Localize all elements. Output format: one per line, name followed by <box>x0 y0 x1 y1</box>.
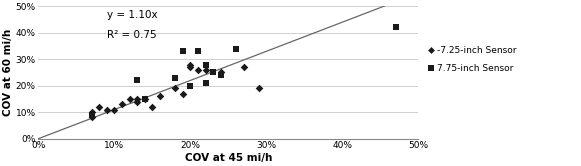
-7.25-inch Sensor <box>193 69 203 71</box>
7.75-inch Sensor <box>132 79 142 82</box>
-7.25-inch Sensor <box>186 66 195 69</box>
7.75-inch Sensor <box>140 98 149 100</box>
Text: R² = 0.75: R² = 0.75 <box>107 30 156 40</box>
-7.25-inch Sensor <box>117 103 127 106</box>
-7.25-inch Sensor <box>102 108 112 111</box>
-7.25-inch Sensor <box>125 98 134 100</box>
7.75-inch Sensor <box>201 82 210 84</box>
7.75-inch Sensor <box>231 47 241 50</box>
-7.25-inch Sensor <box>132 98 142 100</box>
X-axis label: COV at 45 mi/h: COV at 45 mi/h <box>185 153 272 163</box>
-7.25-inch Sensor <box>171 87 180 90</box>
7.75-inch Sensor <box>391 26 400 29</box>
Y-axis label: COV at 60 mi/h: COV at 60 mi/h <box>3 29 13 116</box>
Legend: -7.25-inch Sensor, 7.75-inch Sensor: -7.25-inch Sensor, 7.75-inch Sensor <box>426 45 518 74</box>
-7.25-inch Sensor <box>155 95 164 98</box>
-7.25-inch Sensor <box>178 92 188 95</box>
-7.25-inch Sensor <box>95 106 104 108</box>
-7.25-inch Sensor <box>186 63 195 66</box>
-7.25-inch Sensor <box>87 116 96 119</box>
-7.25-inch Sensor <box>87 111 96 114</box>
-7.25-inch Sensor <box>216 71 225 74</box>
Text: y = 1.10x: y = 1.10x <box>107 10 157 20</box>
7.75-inch Sensor <box>209 71 218 74</box>
-7.25-inch Sensor <box>140 98 149 100</box>
-7.25-inch Sensor <box>132 100 142 103</box>
-7.25-inch Sensor <box>110 108 119 111</box>
7.75-inch Sensor <box>87 114 96 116</box>
7.75-inch Sensor <box>178 50 188 53</box>
-7.25-inch Sensor <box>239 66 248 69</box>
-7.25-inch Sensor <box>201 69 210 71</box>
-7.25-inch Sensor <box>148 106 157 108</box>
7.75-inch Sensor <box>216 74 225 77</box>
-7.25-inch Sensor <box>254 87 263 90</box>
7.75-inch Sensor <box>193 50 203 53</box>
7.75-inch Sensor <box>171 76 180 79</box>
7.75-inch Sensor <box>186 84 195 87</box>
7.75-inch Sensor <box>201 63 210 66</box>
